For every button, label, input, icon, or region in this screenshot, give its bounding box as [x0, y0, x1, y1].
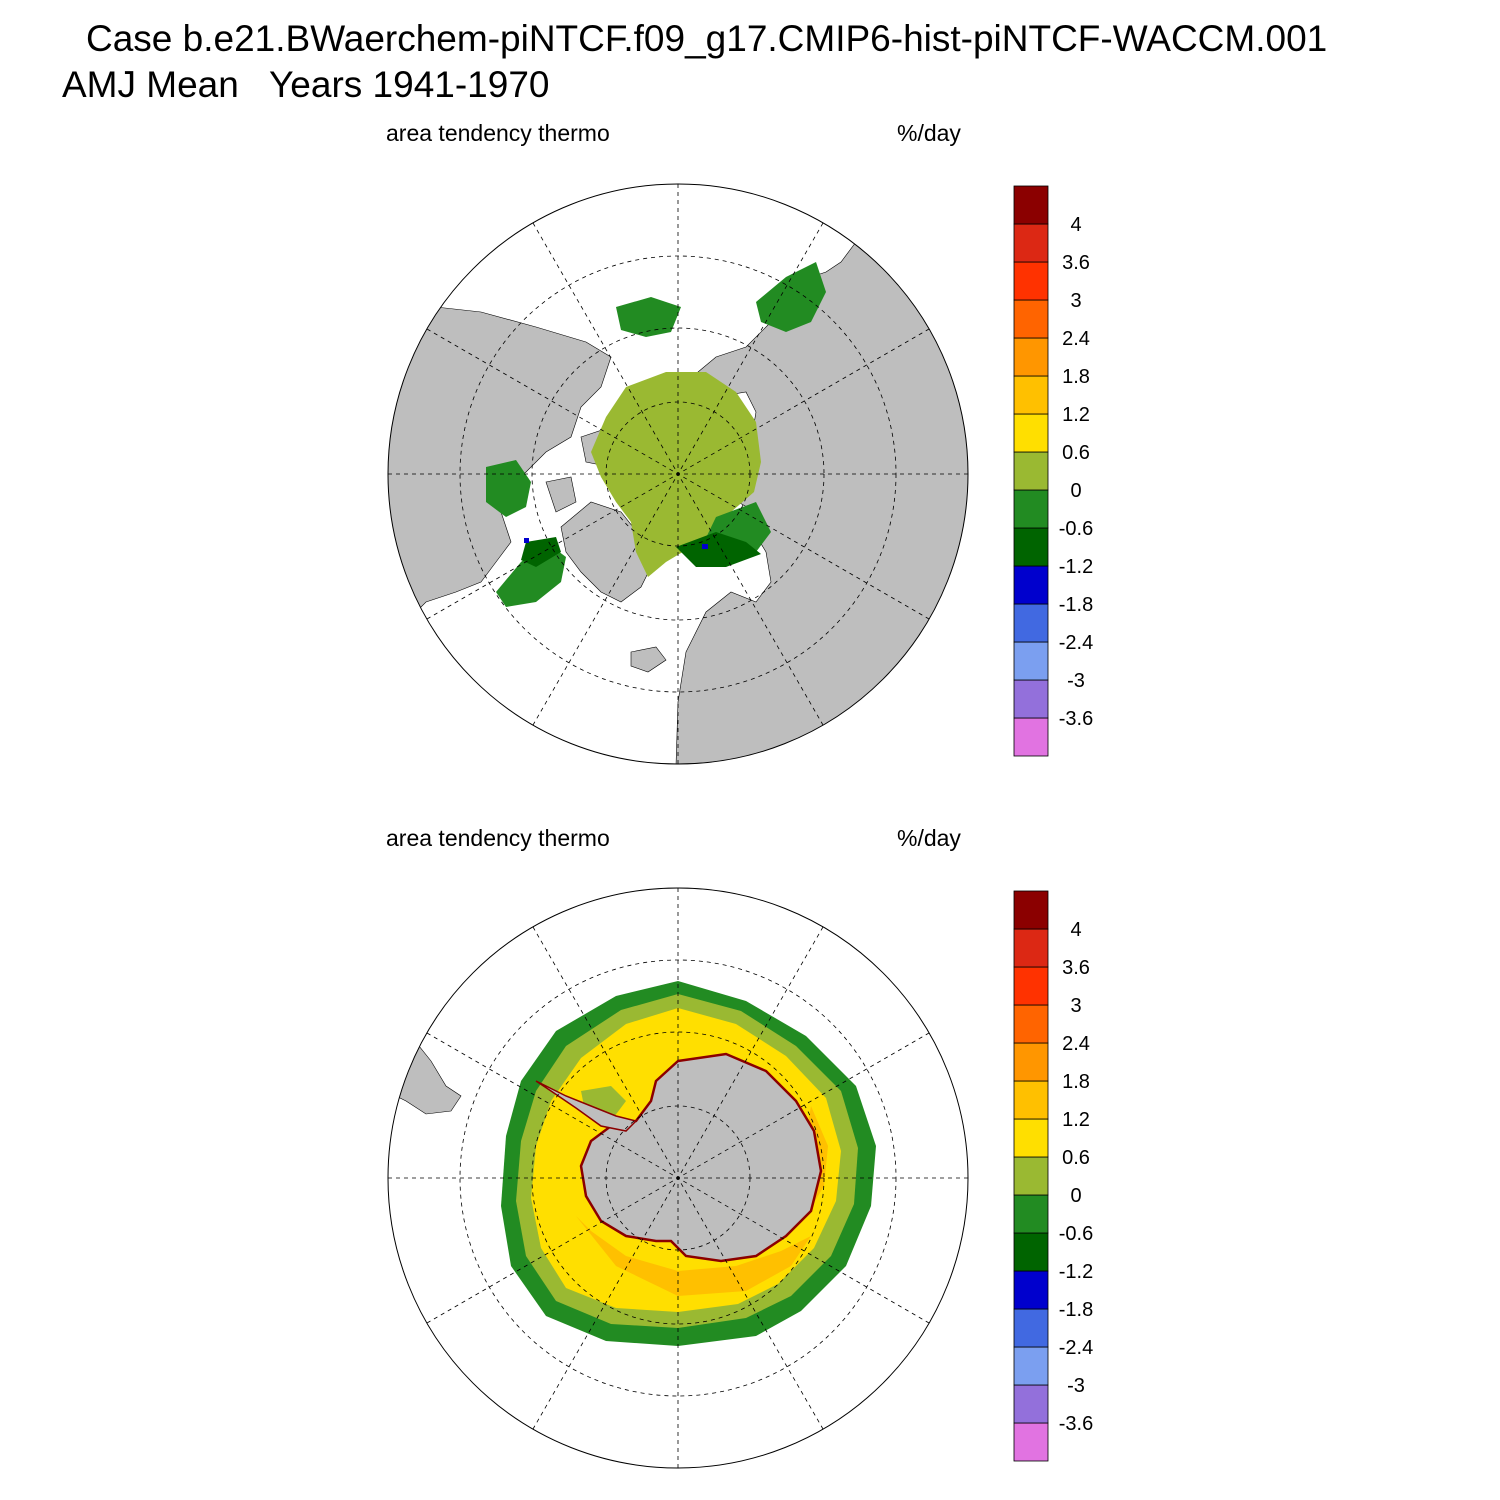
north-ice-blue-patch — [702, 544, 708, 549]
south-colorbar-label: 1.2 — [1062, 1109, 1090, 1131]
north-variable-label: area tendency thermo — [386, 120, 610, 146]
south-colorbar-box-0 — [1013, 1422, 1049, 1462]
south-graticule — [388, 888, 968, 1468]
north-map-border — [387, 183, 969, 765]
south-map-border — [387, 887, 969, 1469]
north-ice-blue-patch-2 — [524, 538, 529, 543]
south-colorbar-box-7 — [1013, 1156, 1049, 1196]
north-land-greenland — [560, 501, 652, 603]
south-polar-map — [387, 887, 969, 1469]
north-ice-barents — [676, 532, 761, 567]
north-colorbar-box-4 — [1013, 565, 1049, 605]
north-colorbar-box-0 — [1013, 717, 1049, 757]
north-colorbar-label: 3 — [1070, 290, 1081, 312]
north-land-iceland — [630, 646, 667, 673]
south-colorbar-box-1 — [1013, 1384, 1049, 1424]
south-colorbar-label: -1.8 — [1059, 1299, 1093, 1321]
south-colorbar-box-3 — [1013, 1308, 1049, 1348]
south-ice-amber-band — [576, 1216, 811, 1296]
south-colorbar: -3.6 -3 -2.4 -1.8 -1.2 -0.6 0 0.6 1.2 1.8 2.4 3 3.6 4 — [1013, 890, 1093, 1462]
south-colorbar-label: 0 — [1070, 1185, 1081, 1207]
south-units-label: %/day — [897, 825, 961, 851]
south-colorbar-box-11 — [1013, 1004, 1049, 1044]
period-title: AMJ Mean Years 1941-1970 — [62, 64, 550, 105]
south-colorbar-box-12 — [1013, 966, 1049, 1006]
south-colorbar-label: -3 — [1067, 1375, 1085, 1397]
south-colorbar-label: 2.4 — [1062, 1033, 1090, 1055]
south-colorbar-box-14 — [1013, 890, 1049, 930]
north-polar-map — [387, 183, 969, 765]
south-colorbar-label: 3 — [1070, 995, 1081, 1017]
north-colorbar-box-8 — [1013, 413, 1049, 453]
north-ice-greenland-sea — [521, 537, 561, 567]
south-colorbar-label: -2.4 — [1059, 1337, 1093, 1359]
north-ice-okhotsk — [756, 262, 826, 332]
north-colorbar-label: 4 — [1070, 214, 1081, 236]
north-colorbar-box-5 — [1013, 527, 1049, 567]
south-colorbar-label: -1.2 — [1059, 1261, 1093, 1283]
north-colorbar-box-12 — [1013, 261, 1049, 301]
south-colorbar-label: -3.6 — [1059, 1413, 1093, 1435]
south-colorbar-box-10 — [1013, 1042, 1049, 1082]
south-colorbar-label: 3.6 — [1062, 957, 1090, 979]
north-units-label: %/day — [897, 120, 961, 146]
north-colorbar-label: 1.2 — [1062, 404, 1090, 426]
north-colorbar-label: 1.8 — [1062, 366, 1090, 388]
south-colorbar-box-8 — [1013, 1118, 1049, 1158]
north-colorbar-box-2 — [1013, 641, 1049, 681]
south-land-antarctic-peninsula — [535, 1080, 638, 1132]
north-colorbar-label: 0.6 — [1062, 442, 1090, 464]
north-colorbar-label: 3.6 — [1062, 252, 1090, 274]
north-colorbar: -3.6 -3 -2.4 -1.8 -1.2 -0.6 0 0.6 1.2 1.8 2.4 3 3.6 4 — [1013, 185, 1093, 757]
south-colorbar-label: 0.6 — [1062, 1147, 1090, 1169]
north-colorbar-label: 2.4 — [1062, 328, 1090, 350]
north-colorbar-label: -1.8 — [1059, 594, 1093, 616]
south-variable-label: area tendency thermo — [386, 825, 610, 851]
north-ice-bering — [616, 297, 681, 337]
north-colorbar-box-7 — [1013, 451, 1049, 491]
south-colorbar-box-13 — [1013, 928, 1049, 968]
case-title: Case b.e21.BWaerchem-piNTCF.f09_g17.CMIP… — [86, 18, 1328, 59]
north-colorbar-label: -3.6 — [1059, 708, 1093, 730]
north-colorbar-box-1 — [1013, 679, 1049, 719]
north-colorbar-box-9 — [1013, 375, 1049, 415]
south-colorbar-box-2 — [1013, 1346, 1049, 1386]
north-colorbar-label: -3 — [1067, 670, 1085, 692]
south-colorbar-label: 4 — [1070, 919, 1081, 941]
north-colorbar-label: -0.6 — [1059, 518, 1093, 540]
north-colorbar-box-11 — [1013, 299, 1049, 339]
south-colorbar-box-9 — [1013, 1080, 1049, 1120]
south-colorbar-box-5 — [1013, 1232, 1049, 1272]
south-colorbar-label: 1.8 — [1062, 1071, 1090, 1093]
north-colorbar-box-6 — [1013, 489, 1049, 529]
south-colorbar-label: -0.6 — [1059, 1223, 1093, 1245]
south-colorbar-box-4 — [1013, 1270, 1049, 1310]
north-colorbar-label: -2.4 — [1059, 632, 1093, 654]
north-colorbar-label: -1.2 — [1059, 556, 1093, 578]
north-colorbar-box-13 — [1013, 223, 1049, 263]
north-colorbar-box-10 — [1013, 337, 1049, 377]
north-colorbar-box-3 — [1013, 603, 1049, 643]
north-colorbar-label: 0 — [1070, 480, 1081, 502]
south-colorbar-box-6 — [1013, 1194, 1049, 1234]
north-graticule — [388, 184, 968, 764]
north-colorbar-box-14 — [1013, 185, 1049, 225]
